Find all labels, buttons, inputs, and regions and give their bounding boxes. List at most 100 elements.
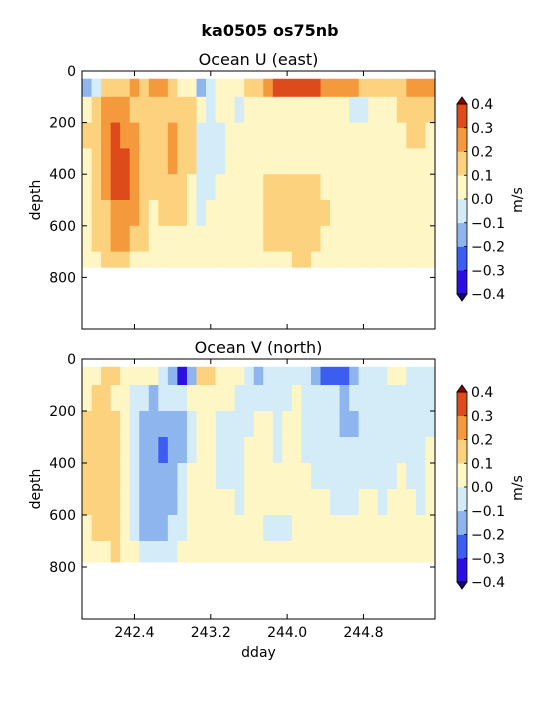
heatmap-cell [320,225,331,253]
heatmap-cell [82,148,93,175]
heatmap-cell [368,515,379,542]
heatmap-cell [196,225,207,253]
heatmap-cell [320,366,331,386]
heatmap-cell [215,96,226,124]
heatmap-cell [377,225,388,253]
heatmap-cell [349,200,360,227]
heatmap-cell [330,148,341,175]
heatmap-cell [167,148,178,175]
heatmap-cell [234,437,245,464]
heatmap-cell [415,366,427,386]
heatmap-cell [406,122,417,149]
heatmap-cell [196,515,207,542]
heatmap-cell [263,78,274,98]
panel-frame [81,358,436,620]
heatmap-cell [406,78,417,98]
heatmap-cell [196,122,207,149]
heatmap-cell [339,437,350,464]
heatmap-cell [101,225,112,253]
heatmap-cell [310,463,322,490]
heatmap-cell [167,200,178,227]
heatmap-cell [396,225,407,253]
heatmap-cell [215,489,226,516]
heatmap-cell [196,78,207,98]
heatmap-cell [253,148,264,175]
heatmap-cell [110,251,121,268]
heatmap-cell [368,78,379,98]
heatmap-cell [167,385,178,412]
heatmap-cell [272,541,283,563]
heatmap-cell [215,515,226,542]
heatmap-cell [310,148,322,175]
heatmap-cell [301,225,312,253]
heatmap-cell [253,200,264,227]
heatmap-cells [82,366,435,563]
heatmap-cell [225,225,236,253]
heatmap-cell [310,225,322,253]
heatmap-cell [310,515,322,542]
heatmap-cell [253,515,264,542]
heatmap-cell [225,174,236,201]
heatmap-cell [244,251,255,268]
heatmap-cell [120,385,131,412]
heatmap-cell [358,411,369,438]
colorbar-tick-label: 0.2 [471,145,493,161]
heatmap-cell [139,463,150,490]
heatmap-cell [282,366,293,386]
heatmap-cell [377,541,388,563]
heatmap-cell [320,148,331,175]
heatmap-cell [339,200,350,227]
heatmap-cell [320,541,331,563]
heatmap-cell [396,174,407,201]
heatmap-cell [377,174,388,201]
heatmap-cell [129,251,140,268]
heatmap-cell [415,515,427,542]
heatmap-cell [291,78,303,98]
heatmap-cell [148,96,159,124]
heatmap-cell [349,78,360,98]
colorbar-2: −0.4 −0.3 −0.2 −0.1 0.0 0.1 0.2 0.3 0.4 m/s [456,384,526,591]
y-axis-label: depth [28,180,44,221]
heatmap-cell [129,148,140,175]
heatmap-cell [177,78,188,98]
heatmap-cell [339,148,350,175]
heatmap-cell [387,200,398,227]
heatmap-cell [406,251,417,268]
heatmap-cell [396,437,407,464]
heatmap-cell [148,251,159,268]
heatmap-cell [425,78,435,98]
heatmap-cell [120,437,131,464]
colorbar-segment [457,246,467,271]
heatmap-cell [158,385,169,412]
colorbar-segment [457,415,467,440]
heatmap-cell [387,78,398,98]
heatmap-cell [406,385,417,412]
heatmap-cell [196,437,207,464]
heatmap-cell [415,96,427,124]
heatmap-cell [215,411,226,438]
heatmap-cell [282,385,293,412]
heatmap-cell [158,411,169,438]
heatmap-cell [291,437,303,464]
heatmap-cell [291,225,303,253]
colorbar-segment [457,439,467,464]
heatmap-cell [206,78,217,98]
heatmap-cell [349,489,360,516]
heatmap-cell [301,385,312,412]
colorbar-over-extension [456,96,468,105]
heatmap-cell [167,96,178,124]
heatmap-cell [186,78,198,98]
heatmap-cell [167,78,178,98]
heatmap-cell [110,515,121,542]
heatmap-cell [387,225,398,253]
heatmap-cell [320,200,331,227]
heatmap-cell [206,385,217,412]
heatmap-cell [186,385,198,412]
heatmap-cell [358,541,369,563]
heatmap-cell [330,96,341,124]
heatmap-cell [196,489,207,516]
heatmap-cell [82,96,93,124]
heatmap-cell [139,385,150,412]
heatmap-cell [167,174,178,201]
colorbar-tick-label: −0.3 [471,551,505,567]
